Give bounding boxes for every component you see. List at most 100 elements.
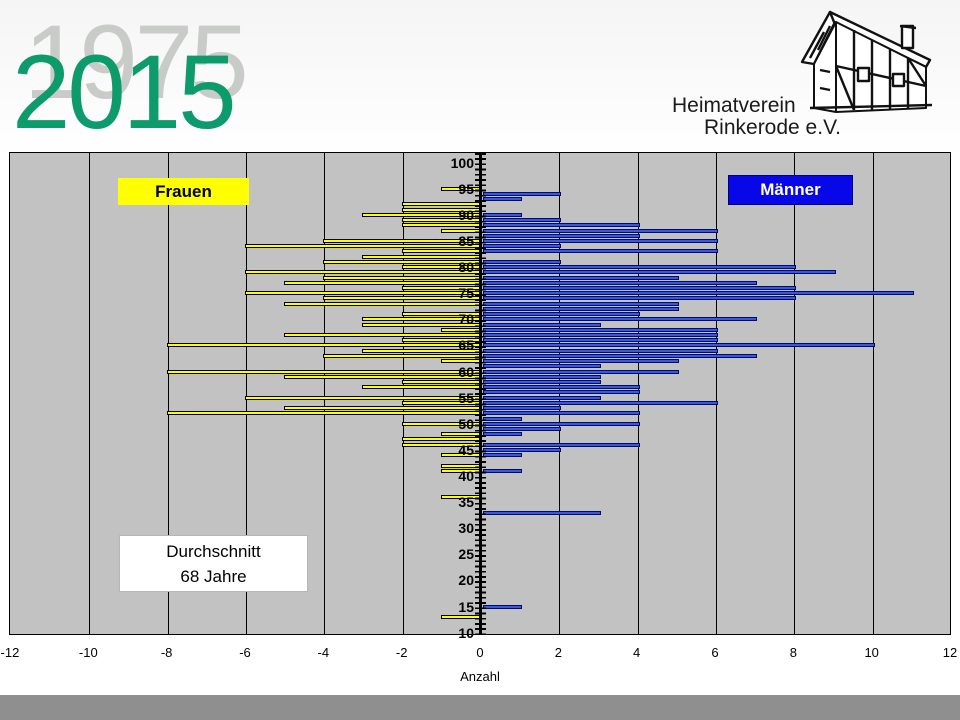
- age-tick-label-75: 75: [458, 285, 474, 302]
- bar-maenner-age-41: [483, 468, 523, 473]
- bar-maenner-age-61: [483, 364, 601, 369]
- bar-maenner-age-76: [483, 286, 797, 291]
- x-tick-label-6: 6: [711, 645, 719, 660]
- bar-maenner-age-68: [483, 327, 719, 332]
- average-age-annotation: Durchschnitt 68 Jahre: [119, 535, 308, 592]
- bar-maenner-age-67: [483, 333, 719, 338]
- bar-maenner-age-93: [483, 197, 523, 202]
- age-tick-label-45: 45: [458, 441, 474, 458]
- bar-maenner-age-62: [483, 359, 679, 364]
- population-pyramid-chart: 100 95 90 85 80 75 70 65 60 55 50 45 40 35 30 25 20 15 10 …: [9, 152, 951, 641]
- bar-maenner-age-57: [483, 385, 640, 390]
- bar-maenner-age-80: [483, 265, 797, 270]
- bar-maenner-age-50: [483, 421, 640, 426]
- bar-maenner-age-51: [483, 416, 523, 421]
- age-tick-label-20: 20: [458, 572, 474, 589]
- annotation-line2: 68 Jahre: [180, 566, 247, 586]
- bar-frauen-age-82: [362, 254, 480, 259]
- bar-maenner-age-73: [483, 301, 679, 306]
- bar-maenner-age-45: [483, 447, 562, 452]
- bar-maenner-age-54: [483, 400, 719, 405]
- bar-maenner-age-86: [483, 233, 640, 238]
- year-title-2015: 2015: [12, 34, 237, 151]
- bar-maenner-age-77: [483, 280, 758, 285]
- club-name-line2: Rinkerode e.V.: [704, 116, 841, 139]
- age-tick-label-80: 80: [458, 259, 474, 276]
- gridline-10: [872, 153, 874, 634]
- age-tick-label-85: 85: [458, 233, 474, 250]
- bar-maenner-age-94: [483, 192, 562, 197]
- bar-maenner-age-65: [483, 343, 875, 348]
- bar-frauen-age-63: [323, 353, 480, 358]
- x-tick-label-12: 12: [942, 645, 958, 660]
- legend-frauen: Frauen: [118, 178, 249, 205]
- bar-maenner-age-44: [483, 453, 523, 458]
- bar-maenner-age-46: [483, 442, 640, 447]
- x-axis-title: Anzahl: [460, 669, 500, 684]
- bar-maenner-age-84: [483, 244, 562, 249]
- club-name-line1: Heimatverein: [672, 94, 796, 117]
- bar-frauen-age-83: [401, 249, 480, 254]
- bar-maenner-age-70: [483, 317, 758, 322]
- age-tick-label-50: 50: [458, 415, 474, 432]
- bar-frauen-age-57: [362, 385, 480, 390]
- bar-maenner-age-49: [483, 427, 562, 432]
- bar-frauen-age-58: [401, 380, 480, 385]
- x-tick-label--10: -10: [78, 645, 98, 660]
- x-tick-label-0: 0: [476, 645, 484, 660]
- club-logo-house-icon: [800, 10, 933, 113]
- bar-maenner-age-58: [483, 380, 601, 385]
- bar-frauen-age-67: [284, 333, 480, 338]
- gridline--10: [89, 153, 91, 634]
- legend-maenner: Männer: [728, 175, 853, 205]
- x-tick-label--2: -2: [395, 645, 408, 660]
- bar-maenner-age-78: [483, 275, 679, 280]
- bar-frauen-age-53: [284, 406, 480, 411]
- bar-maenner-age-48: [483, 432, 523, 437]
- bar-maenner-age-60: [483, 369, 679, 374]
- age-tick-label-30: 30: [458, 520, 474, 537]
- bar-maenner-age-85: [483, 239, 719, 244]
- age-tick-label-95: 95: [458, 180, 474, 197]
- gridline--8: [167, 153, 169, 634]
- bar-maenner-age-52: [483, 411, 640, 416]
- bar-maenner-age-79: [483, 270, 836, 275]
- bar-maenner-age-83: [483, 249, 719, 254]
- bar-maenner-age-75: [483, 291, 914, 296]
- bar-frauen-age-77: [284, 280, 480, 285]
- bar-frauen-age-60: [166, 369, 480, 374]
- year-title-1975: 1975: [24, 4, 249, 121]
- bar-maenner-age-69: [483, 322, 601, 327]
- annotation-line1: Durchschnitt: [166, 541, 261, 561]
- x-tick-label-10: 10: [864, 645, 879, 660]
- age-tick-label-35: 35: [458, 494, 474, 511]
- bar-maenner-age-72: [483, 306, 679, 311]
- age-tick-label-25: 25: [458, 546, 474, 563]
- x-axis-labels: -12 -10 -8 -6 -4 -2 0 2 4 6 8 10 12: [0, 645, 960, 661]
- bar-frauen-age-73: [284, 301, 480, 306]
- bar-maenner-age-53: [483, 406, 562, 411]
- bar-maenner-age-33: [483, 510, 601, 515]
- bar-maenner-age-81: [483, 259, 562, 264]
- x-tick-label-2: 2: [554, 645, 562, 660]
- age-tick-label-65: 65: [458, 337, 474, 354]
- age-tick-label-40: 40: [458, 468, 474, 485]
- bar-maenner-age-59: [483, 374, 601, 379]
- gridline--6: [245, 153, 247, 634]
- bar-maenner-age-15: [483, 604, 523, 609]
- bar-frauen-age-88: [401, 223, 480, 228]
- bar-maenner-age-56: [483, 390, 640, 395]
- age-tick-label-100: 100: [450, 154, 474, 171]
- bar-maenner-age-64: [483, 348, 719, 353]
- bar-maenner-age-74: [483, 296, 797, 301]
- age-tick-label-10: 10: [458, 624, 474, 641]
- bar-maenner-age-89: [483, 218, 562, 223]
- bar-frauen-age-47: [401, 437, 480, 442]
- age-axis-line: [479, 153, 482, 634]
- x-tick-label--8: -8: [160, 645, 173, 660]
- bar-maenner-age-88: [483, 223, 640, 228]
- bar-maenner-age-90: [483, 212, 523, 217]
- footer-band: [0, 695, 960, 720]
- x-tick-label--12: -12: [0, 645, 20, 660]
- gridline-8: [794, 153, 796, 634]
